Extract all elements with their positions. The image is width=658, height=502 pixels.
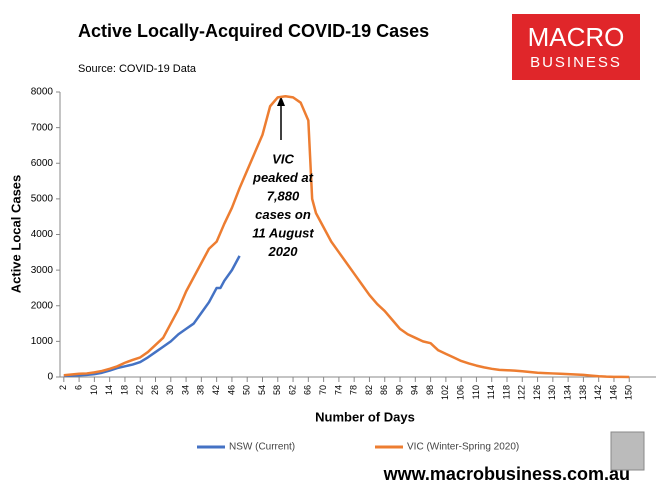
legend-label: VIC (Winter-Spring 2020) bbox=[407, 442, 519, 453]
x-tick-label: 118 bbox=[501, 385, 511, 399]
annotation: 11 August bbox=[252, 225, 314, 240]
annotation: VIC bbox=[272, 151, 294, 166]
x-tick-label: 10 bbox=[89, 385, 99, 395]
x-tick-label: 78 bbox=[349, 385, 359, 395]
x-tick-label: 98 bbox=[425, 385, 435, 395]
x-axis-label: Number of Days bbox=[315, 409, 415, 424]
x-tick-label: 82 bbox=[364, 385, 374, 395]
x-tick-label: 106 bbox=[456, 385, 466, 400]
annotation-arrowhead bbox=[277, 96, 285, 106]
y-tick-label: 0 bbox=[47, 372, 53, 383]
series-line bbox=[63, 95, 630, 379]
x-tick-label: 126 bbox=[532, 385, 542, 400]
wolf-icon bbox=[610, 431, 645, 471]
x-tick-label: 90 bbox=[394, 385, 404, 395]
x-tick-label: 42 bbox=[211, 385, 221, 395]
x-tick-label: 38 bbox=[196, 385, 206, 395]
x-tick-label: 26 bbox=[150, 385, 160, 395]
x-tick-label: 130 bbox=[547, 385, 557, 400]
x-tick-label: 146 bbox=[608, 385, 618, 400]
y-tick-label: 3000 bbox=[31, 265, 54, 276]
x-tick-label: 114 bbox=[486, 385, 496, 399]
x-tick-label: 34 bbox=[180, 385, 190, 395]
y-axis-label: Active Local Cases bbox=[8, 175, 23, 294]
x-tick-label: 50 bbox=[242, 385, 252, 395]
y-tick-label: 6000 bbox=[31, 158, 54, 169]
x-tick-label: 54 bbox=[257, 385, 267, 395]
x-tick-label: 86 bbox=[379, 385, 389, 395]
y-tick-label: 4000 bbox=[31, 229, 54, 240]
x-tick-label: 14 bbox=[104, 385, 114, 395]
x-tick-label: 62 bbox=[287, 385, 297, 395]
x-tick-label: 2 bbox=[58, 385, 68, 390]
y-tick-label: 8000 bbox=[31, 87, 54, 98]
logo-text: BUSINESS bbox=[530, 54, 622, 71]
legend-label: NSW (Current) bbox=[229, 442, 295, 453]
x-tick-label: 134 bbox=[563, 385, 573, 400]
footer: www.macrobusiness.com.au bbox=[383, 464, 630, 484]
annotation: 7,880 bbox=[267, 188, 300, 203]
y-tick-label: 5000 bbox=[31, 194, 54, 205]
x-tick-label: 22 bbox=[135, 385, 145, 395]
x-tick-label: 138 bbox=[578, 385, 588, 400]
annotation: peaked at bbox=[252, 170, 314, 185]
y-tick-label: 7000 bbox=[31, 122, 54, 133]
x-tick-label: 94 bbox=[410, 385, 420, 395]
x-tick-label: 18 bbox=[119, 385, 129, 395]
series-line bbox=[63, 255, 241, 378]
chart-subtitle: Source: COVID-19 Data bbox=[78, 63, 197, 75]
x-tick-label: 122 bbox=[517, 385, 527, 400]
x-tick-label: 142 bbox=[593, 385, 603, 400]
x-tick-label: 66 bbox=[303, 385, 313, 395]
x-tick-label: 46 bbox=[226, 385, 236, 395]
y-tick-label: 1000 bbox=[31, 336, 54, 347]
x-tick-label: 102 bbox=[440, 385, 450, 400]
x-tick-label: 6 bbox=[73, 385, 83, 390]
annotation: 2020 bbox=[268, 244, 299, 259]
x-tick-label: 110 bbox=[471, 385, 481, 399]
y-tick-label: 2000 bbox=[31, 300, 54, 311]
x-tick-label: 74 bbox=[333, 385, 343, 395]
logo-text: MACRO bbox=[528, 22, 625, 52]
x-tick-label: 150 bbox=[624, 385, 634, 400]
annotation: cases on bbox=[255, 207, 311, 222]
chart-title: Active Locally-Acquired COVID-19 Cases bbox=[78, 21, 429, 41]
x-tick-label: 58 bbox=[272, 385, 282, 395]
x-tick-label: 30 bbox=[165, 385, 175, 395]
x-tick-label: 70 bbox=[318, 385, 328, 395]
logo-box bbox=[512, 14, 640, 80]
